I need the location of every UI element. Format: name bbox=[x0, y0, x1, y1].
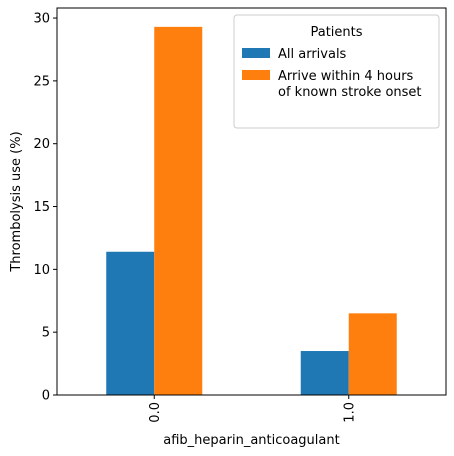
legend-title: Patients bbox=[310, 25, 362, 40]
x-tick-label: 0.0 bbox=[148, 402, 163, 423]
x-tick-label: 1.0 bbox=[342, 402, 357, 423]
legend-entry-label: All arrivals bbox=[278, 47, 347, 62]
legend-box bbox=[233, 14, 440, 129]
y-axis-title: Thrombolysis use (%) bbox=[9, 131, 24, 272]
y-tick-label: 0 bbox=[42, 389, 50, 404]
legend-swatch bbox=[242, 48, 270, 58]
y-tick-label: 10 bbox=[33, 263, 50, 278]
x-axis-title: afib_heparin_anticoagulant bbox=[163, 433, 339, 448]
bar-series-1-1.0 bbox=[300, 351, 349, 395]
bar-series-2-0.0 bbox=[154, 26, 203, 395]
y-tick-label: 15 bbox=[33, 200, 50, 215]
legend-entries: All arrivals Arrive within 4 hours of know… bbox=[242, 47, 422, 100]
y-tick-label: 30 bbox=[33, 12, 50, 27]
legend-entry-label: Arrive within 4 hours of known stroke ons… bbox=[278, 69, 422, 100]
legend-swatch bbox=[242, 70, 270, 80]
bars bbox=[106, 26, 397, 395]
plot-frame bbox=[56, 7, 447, 396]
y-tick-label: 5 bbox=[42, 326, 50, 341]
y-axis: 0 5 10 15 20 25 30 bbox=[33, 12, 57, 404]
y-tick-label: 20 bbox=[33, 137, 50, 152]
legend: Patients All arrivals Arrive within 4 hou… bbox=[233, 14, 440, 129]
bar-series-2-1.0 bbox=[348, 313, 397, 395]
y-tick-label: 25 bbox=[33, 74, 50, 89]
x-axis: 0.0 1.0 bbox=[148, 395, 357, 423]
bar-series-1-0.0 bbox=[106, 251, 155, 395]
